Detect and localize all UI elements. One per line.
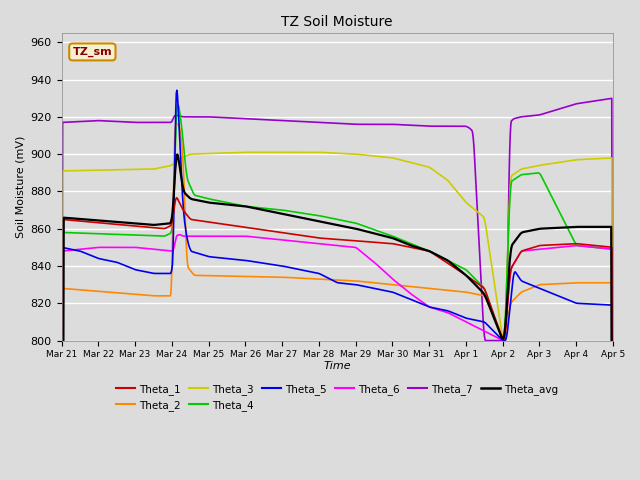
Line: Theta_avg: Theta_avg <box>61 155 613 480</box>
Theta_avg <box>114 219 122 225</box>
Theta_1 <box>173 195 180 201</box>
Line: Theta_7: Theta_7 <box>61 98 613 480</box>
Text: TZ_sm: TZ_sm <box>72 47 112 57</box>
Theta_4 <box>174 102 182 108</box>
Theta_7 <box>497 338 505 344</box>
Line: Theta_2: Theta_2 <box>61 124 613 480</box>
Line: Theta_4: Theta_4 <box>61 105 613 480</box>
Theta_3 <box>301 149 308 155</box>
Theta_5 <box>437 306 445 312</box>
Theta_1 <box>301 233 308 239</box>
Theta_4 <box>488 307 496 312</box>
Theta_6 <box>114 244 122 250</box>
Line: Theta_6: Theta_6 <box>61 235 613 480</box>
Theta_3 <box>243 149 251 155</box>
Theta_3 <box>437 172 445 178</box>
Theta_6 <box>281 237 289 243</box>
Line: Theta_1: Theta_1 <box>61 198 613 480</box>
Theta_4 <box>281 208 289 214</box>
Theta_1 <box>114 222 122 228</box>
Legend: Theta_1, Theta_2, Theta_3, Theta_4, Theta_5, Theta_6, Theta_7, Theta_avg: Theta_1, Theta_2, Theta_3, Theta_4, Thet… <box>113 380 562 415</box>
Theta_3 <box>488 265 496 271</box>
Theta_avg <box>498 335 506 341</box>
Theta_2 <box>437 287 445 292</box>
Theta_2 <box>173 121 181 127</box>
Theta_4 <box>437 254 445 260</box>
Theta_5 <box>488 327 496 333</box>
Theta_4 <box>498 335 506 341</box>
Theta_3 <box>281 149 289 155</box>
Theta_1 <box>498 335 506 341</box>
Theta_2 <box>114 290 122 296</box>
Theta_2 <box>301 276 308 281</box>
X-axis label: Time: Time <box>323 360 351 371</box>
Theta_avg <box>173 152 181 157</box>
Theta_5 <box>114 260 122 265</box>
Theta_6 <box>488 332 496 338</box>
Theta_6 <box>498 337 506 343</box>
Theta_5 <box>281 264 289 269</box>
Theta_avg <box>488 310 496 316</box>
Theta_avg <box>301 216 308 221</box>
Theta_7 <box>436 123 444 129</box>
Theta_5 <box>301 268 308 274</box>
Theta_5 <box>498 336 506 342</box>
Title: TZ Soil Moisture: TZ Soil Moisture <box>282 15 393 29</box>
Theta_1 <box>437 256 445 262</box>
Theta_7 <box>608 96 616 101</box>
Theta_2 <box>488 310 496 315</box>
Theta_7 <box>114 119 122 124</box>
Theta_7 <box>281 118 289 123</box>
Theta_5 <box>173 87 180 93</box>
Theta_1 <box>281 230 289 236</box>
Theta_1 <box>488 307 496 312</box>
Theta_avg <box>437 254 445 260</box>
Theta_2 <box>498 332 506 337</box>
Theta_6 <box>437 308 445 313</box>
Line: Theta_3: Theta_3 <box>61 152 613 480</box>
Theta_4 <box>114 231 122 237</box>
Theta_6 <box>176 232 184 238</box>
Theta_7 <box>301 119 308 125</box>
Theta_6 <box>301 240 308 245</box>
Theta_3 <box>498 331 506 336</box>
Y-axis label: Soil Moisture (mV): Soil Moisture (mV) <box>15 135 25 238</box>
Theta_4 <box>301 211 308 216</box>
Theta_3 <box>114 167 122 173</box>
Theta_2 <box>281 275 289 280</box>
Theta_avg <box>281 212 289 217</box>
Theta_7 <box>488 338 495 344</box>
Line: Theta_5: Theta_5 <box>61 90 613 480</box>
